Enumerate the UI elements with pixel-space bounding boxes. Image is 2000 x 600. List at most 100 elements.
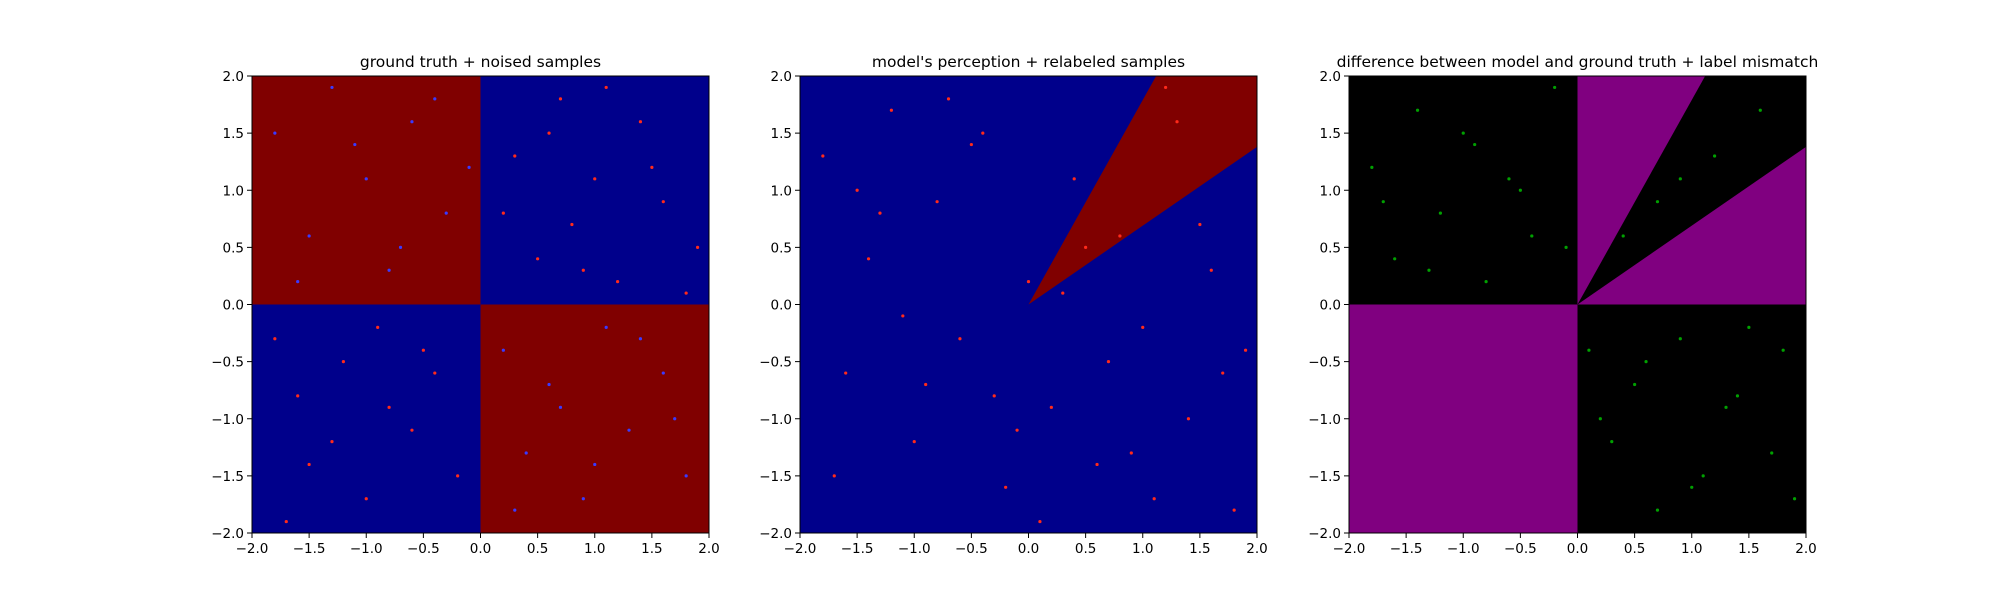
scatter-point	[1049, 405, 1053, 409]
x-tick-label: 0.5	[1624, 541, 1645, 557]
scatter-point	[1553, 85, 1557, 90]
y-tick-label: −1.5	[759, 469, 792, 485]
scatter-point	[1507, 177, 1511, 181]
x-tick-label: 0.5	[527, 541, 548, 557]
scatter-point	[1758, 108, 1762, 112]
x-tick-label: −1.0	[898, 541, 931, 557]
scatter-point	[1026, 280, 1031, 284]
y-tick-label: −0.5	[759, 355, 792, 371]
scatter-point	[433, 97, 437, 101]
scatter-point	[353, 142, 357, 147]
scatter-point	[547, 131, 551, 135]
x-tick-label: 2.0	[1795, 541, 1816, 557]
scatter-point	[1175, 120, 1179, 124]
scatter-point	[1678, 337, 1682, 341]
scatter-point	[1370, 165, 1374, 169]
y-tick-label: −2.0	[1308, 526, 1341, 542]
region-red-top-left	[252, 76, 481, 305]
scatter-point	[604, 325, 608, 329]
scatter-point	[296, 280, 300, 284]
scatter-point	[912, 440, 916, 444]
x-tick-label: 1.5	[1738, 541, 1759, 557]
scatter-point	[673, 417, 677, 421]
scatter-point	[1072, 177, 1076, 181]
plot-area	[1349, 76, 1806, 533]
scatter-point	[1243, 348, 1248, 352]
scatter-point	[1484, 280, 1488, 284]
x-tick-label: −0.5	[407, 541, 440, 557]
scatter-point	[410, 120, 414, 124]
scatter-point	[581, 497, 585, 501]
y-tick-label: 1.0	[223, 183, 244, 199]
scatter-point	[1221, 371, 1225, 375]
scatter-point	[1530, 234, 1534, 238]
scatter-point	[1152, 497, 1156, 501]
scatter-point	[866, 257, 871, 261]
scatter-point	[1015, 428, 1019, 432]
scatter-point	[1747, 325, 1751, 329]
x-tick-label: −1.5	[1390, 541, 1423, 557]
scatter-point	[901, 314, 905, 318]
y-tick-label: 1.5	[1320, 126, 1341, 142]
scatter-point	[513, 154, 517, 158]
x-tick-label: 0.5	[1075, 541, 1096, 557]
scatter-point	[1644, 360, 1648, 364]
y-tick-label: −0.5	[1308, 355, 1341, 371]
scatter-point	[1129, 451, 1133, 455]
x-tick-label: 1.5	[641, 541, 662, 557]
scatter-point	[855, 188, 859, 192]
scatter-point	[1061, 291, 1065, 295]
scatter-point	[992, 394, 996, 398]
scatter-point	[307, 462, 311, 467]
scatter-point	[1713, 154, 1717, 158]
scatter-point	[684, 291, 688, 295]
region-purple-bottom-left	[1349, 304, 1578, 533]
scatter-point	[924, 382, 928, 387]
scatter-point	[501, 211, 505, 215]
scatter-point	[273, 337, 277, 341]
scatter-point	[821, 154, 825, 158]
region-red-bottom-right	[480, 304, 709, 533]
x-tick-label: 0.0	[1018, 541, 1039, 557]
scatter-point	[570, 222, 574, 227]
y-tick-label: −1.5	[1308, 469, 1341, 485]
scatter-point	[1655, 200, 1660, 204]
x-tick-label: −1.0	[1447, 541, 1480, 557]
x-tick-label: −1.0	[350, 541, 383, 557]
scatter-point	[1415, 108, 1420, 112]
y-tick-label: 0.0	[771, 298, 792, 314]
scatter-point	[638, 120, 643, 124]
y-tick-label: 0.5	[223, 240, 244, 256]
plot-area	[800, 76, 1257, 533]
scatter-point	[969, 142, 973, 147]
scatter-point	[1564, 245, 1568, 249]
scatter-point	[1438, 211, 1442, 215]
y-tick-label: 2.0	[1320, 69, 1341, 85]
y-tick-label: 0.0	[1320, 298, 1341, 314]
y-tick-label: 1.5	[771, 126, 792, 142]
chart-title: ground truth + noised samples	[360, 53, 601, 71]
scatter-point	[524, 451, 528, 455]
scatter-point	[1701, 474, 1705, 478]
scatter-point	[307, 234, 311, 238]
scatter-point	[1770, 451, 1774, 455]
scatter-point	[433, 371, 437, 375]
scatter-point	[364, 497, 368, 501]
scatter-point	[1518, 188, 1522, 192]
scatter-point	[398, 245, 403, 249]
scatter-point	[558, 405, 563, 409]
scatter-point	[376, 325, 380, 329]
scatter-point	[1587, 348, 1591, 352]
panel-3: difference between model and ground trut…	[1308, 53, 1818, 557]
scatter-point	[1792, 497, 1797, 501]
scatter-point	[456, 474, 460, 478]
y-tick-label: −1.0	[759, 412, 792, 428]
scatter-point	[1678, 177, 1682, 181]
scatter-point	[387, 405, 391, 409]
scatter-point	[1209, 268, 1213, 272]
scatter-point	[1598, 417, 1602, 421]
region-black-wedge	[1577, 76, 1806, 305]
x-tick-label: −2.0	[1333, 541, 1366, 557]
scatter-point	[1690, 485, 1694, 489]
